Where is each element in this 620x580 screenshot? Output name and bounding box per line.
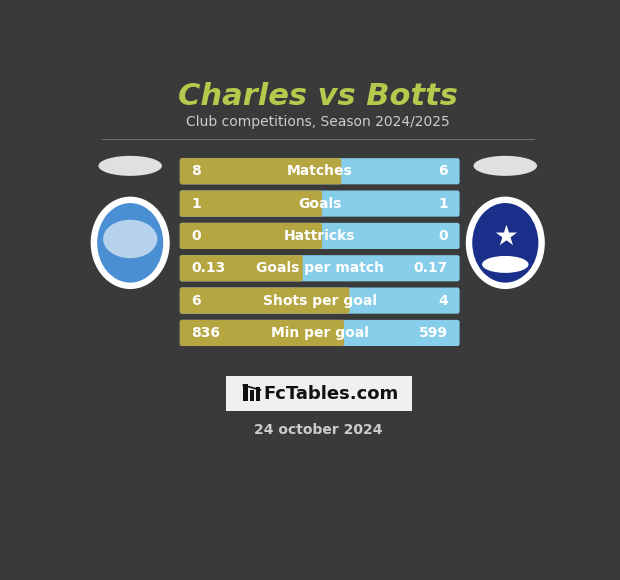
Bar	[249, 390, 254, 401]
Text: 0: 0	[438, 229, 448, 243]
FancyBboxPatch shape	[180, 158, 459, 184]
Text: 0.17: 0.17	[414, 261, 448, 276]
FancyBboxPatch shape	[180, 320, 459, 346]
FancyBboxPatch shape	[226, 376, 412, 411]
Text: 836: 836	[192, 326, 221, 340]
Ellipse shape	[466, 197, 545, 289]
Ellipse shape	[99, 156, 162, 176]
Text: 6: 6	[438, 164, 448, 178]
Text: Shots per goal: Shots per goal	[263, 293, 377, 307]
Ellipse shape	[91, 197, 170, 289]
Ellipse shape	[96, 202, 164, 284]
Text: 6: 6	[192, 293, 201, 307]
Ellipse shape	[471, 202, 539, 284]
Text: Min per goal: Min per goal	[271, 326, 369, 340]
Text: 1: 1	[438, 197, 448, 211]
FancyBboxPatch shape	[180, 255, 459, 281]
Ellipse shape	[482, 256, 528, 273]
Text: Hattricks: Hattricks	[284, 229, 355, 243]
FancyBboxPatch shape	[180, 223, 322, 249]
FancyBboxPatch shape	[180, 223, 459, 249]
FancyBboxPatch shape	[180, 288, 459, 314]
Text: 8: 8	[192, 164, 201, 178]
FancyBboxPatch shape	[180, 320, 344, 346]
Ellipse shape	[103, 220, 157, 258]
Text: Goals per match: Goals per match	[255, 261, 384, 276]
FancyBboxPatch shape	[180, 190, 459, 217]
Bar	[243, 384, 248, 401]
FancyBboxPatch shape	[180, 158, 341, 184]
Text: 24 october 2024: 24 october 2024	[254, 423, 382, 437]
Text: ★: ★	[493, 223, 518, 251]
Ellipse shape	[474, 156, 537, 176]
Text: 0.13: 0.13	[192, 261, 226, 276]
FancyBboxPatch shape	[180, 288, 350, 314]
Text: 4: 4	[438, 293, 448, 307]
Text: Goals: Goals	[298, 197, 342, 211]
Text: 1: 1	[192, 197, 201, 211]
Text: FcTables.com: FcTables.com	[264, 385, 399, 403]
Text: Club competitions, Season 2024/2025: Club competitions, Season 2024/2025	[186, 115, 450, 129]
FancyBboxPatch shape	[180, 190, 322, 217]
Text: 0: 0	[192, 229, 201, 243]
FancyBboxPatch shape	[180, 255, 303, 281]
Bar	[255, 387, 260, 401]
Text: Charles vs Botts: Charles vs Botts	[178, 82, 458, 111]
Text: 599: 599	[419, 326, 448, 340]
Text: Matches: Matches	[287, 164, 353, 178]
